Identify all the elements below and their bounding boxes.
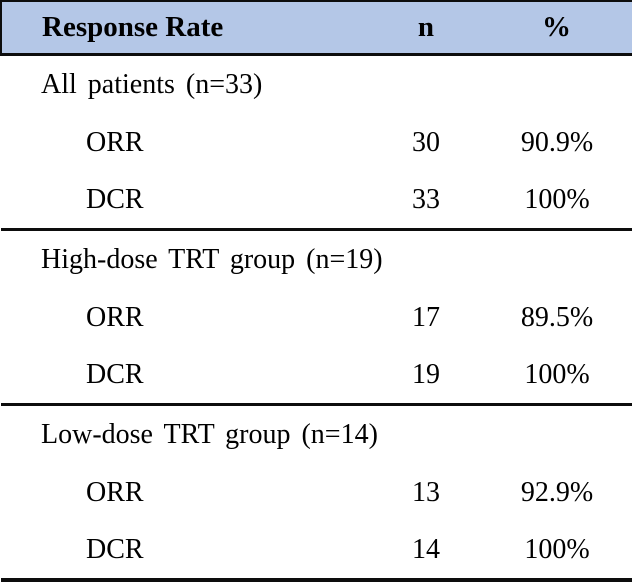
cell-percent: 100% — [481, 346, 632, 406]
table-row-high-dose-orr: ORR 17 89.5% — [1, 289, 632, 346]
row-label: DCR — [1, 346, 371, 406]
table-row-low-dose-dcr: DCR 14 100% — [1, 521, 632, 582]
cell-n: 14 — [371, 521, 481, 582]
cell-percent: 89.5% — [520, 301, 594, 333]
row-label: DCR — [1, 521, 371, 582]
table-row-all-patients-orr: ORR 30 90.9% — [1, 114, 632, 171]
header-row: Response Rate n % — [0, 0, 632, 56]
column-header-percent: % — [481, 0, 632, 56]
cell-n: 33 — [371, 171, 481, 231]
row-label: ORR — [86, 126, 144, 158]
cell-percent: 90.9% — [520, 126, 594, 158]
cell-n: 17 — [412, 301, 440, 333]
table-row-low-dose-orr: ORR 13 92.9% — [1, 464, 632, 521]
cell-percent: 100% — [481, 521, 632, 582]
cell-n: 13 — [412, 476, 440, 508]
cell-n: 30 — [412, 126, 440, 158]
group-label-row-low-dose: Low-dose TRT group (n=14) — [1, 405, 632, 465]
group-label: High-dose TRT group (n=19) — [41, 244, 383, 275]
group-label: All patients (n=33) — [41, 69, 263, 100]
cell-percent: 92.9% — [520, 476, 594, 508]
cell-percent: 100% — [481, 171, 632, 231]
group-label-row-high-dose: High-dose TRT group (n=19) — [1, 230, 632, 290]
group-label: Low-dose TRT group (n=14) — [41, 419, 378, 450]
column-header-n: n — [371, 0, 481, 56]
column-header-response-rate: Response Rate — [0, 0, 371, 56]
row-label: ORR — [86, 476, 144, 508]
table-header: Response Rate n % — [0, 0, 632, 56]
row-label: DCR — [1, 171, 371, 231]
table-row-all-patients-dcr: DCR 33 100% — [1, 171, 632, 231]
table-body: All patients (n=33) ORR 30 90.9% DCR 33 … — [1, 55, 632, 582]
table-row-high-dose-dcr: DCR 19 100% — [1, 346, 632, 406]
row-label: ORR — [86, 301, 144, 333]
group-label-row-all-patients: All patients (n=33) — [1, 55, 632, 115]
cell-n: 19 — [371, 346, 481, 406]
